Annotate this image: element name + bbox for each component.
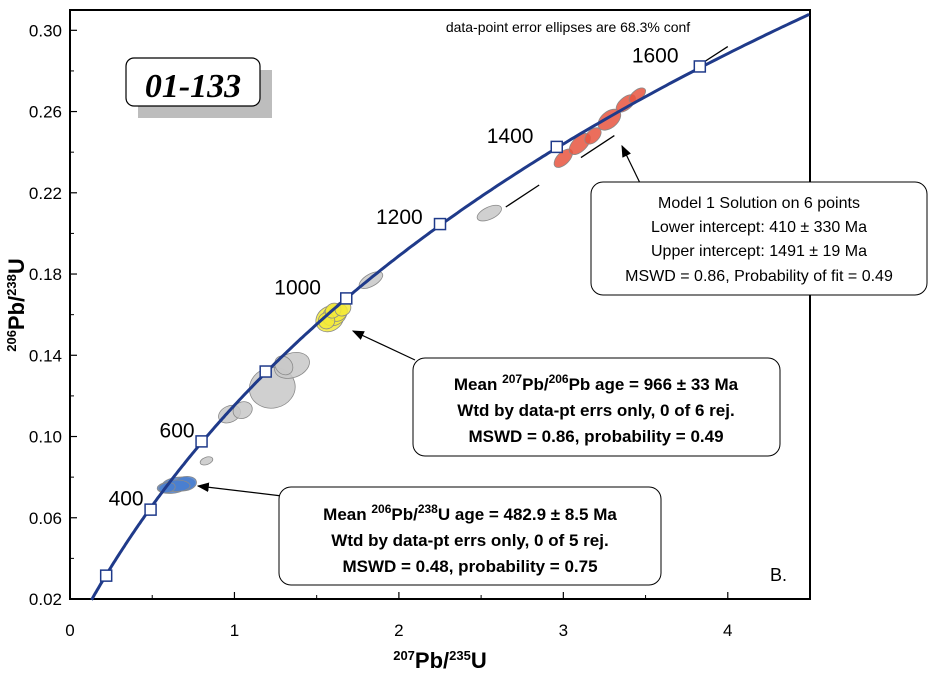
- mean206-line-3: MSWD = 0.48, probability = 0.75: [342, 557, 597, 576]
- x-tick-label: 3: [559, 621, 568, 640]
- confidence-note: data-point error ellipses are 68.3% conf: [446, 19, 690, 35]
- mean207-line-3: MSWD = 0.86, probability = 0.49: [468, 427, 723, 446]
- mean206-line-2: Wtd by data-pt errs only, 0 of 5 rej.: [331, 531, 608, 550]
- y-tick-label: 0.14: [29, 346, 62, 365]
- y-tick-label: 0.30: [29, 21, 62, 40]
- mean207-box: Mean 207Pb/206Pb age = 966 ± 33 Ma Wtd b…: [412, 357, 781, 457]
- mean206-line-1: Mean 206Pb/238U age = 482.9 ± 8.5 Ma: [323, 502, 617, 524]
- age-label: 1600: [632, 44, 679, 67]
- age-label: 600: [160, 419, 195, 442]
- age-marker: [195, 435, 208, 448]
- discordia-line: [505, 107, 656, 208]
- age-marker: [433, 217, 447, 231]
- y-tick-label: 0.22: [29, 184, 62, 203]
- mean206-box: Mean 206Pb/238U age = 482.9 ± 8.5 Ma Wtd…: [278, 486, 662, 586]
- model-solution-box: Model 1 Solution on 6 points Lower inter…: [590, 181, 928, 296]
- y-tick-label: 0.26: [29, 103, 62, 122]
- age-marker: [550, 140, 564, 154]
- mean206-arrow: [196, 482, 283, 497]
- model-line-4: MSWD = 0.86, Probability of fit = 0.49: [625, 268, 893, 285]
- error-ellipse-grey: [232, 401, 253, 419]
- y-tick-label: 0.02: [29, 590, 62, 609]
- age-label: 400: [109, 488, 144, 511]
- model-arrow: [621, 144, 641, 184]
- error-ellipse-grey: [476, 204, 502, 222]
- model-line-3: Upper intercept: 1491 ± 19 Ma: [651, 243, 867, 260]
- age-marker: [693, 60, 707, 73]
- model-line-2: Lower intercept: 410 ± 330 Ma: [651, 219, 867, 236]
- plot-frame: [69, 9, 811, 600]
- x-axis-title: 207Pb/235U: [393, 648, 487, 673]
- error-ellipse-grey: [358, 271, 384, 289]
- x-tick-label: 1: [230, 621, 239, 640]
- age-marker: [99, 569, 113, 582]
- y-tick-label: 0.10: [29, 428, 62, 447]
- age-marker: [340, 292, 353, 305]
- mean207-arrow: [351, 330, 416, 361]
- mean207-line-1: Mean 207Pb/206Pb age = 966 ± 33 Ma: [454, 372, 739, 394]
- x-tick-label: 2: [394, 621, 403, 640]
- y-tick-label: 0.06: [29, 509, 62, 528]
- age-label: 1200: [376, 206, 423, 229]
- y-tick-label: 0.18: [29, 265, 62, 284]
- model-line-1: Model 1 Solution on 6 points: [658, 195, 860, 212]
- age-marker: [144, 503, 157, 516]
- x-tick-label: 0: [65, 621, 74, 640]
- y-axis-title: 206Pb/238U: [4, 258, 29, 352]
- error-ellipse-grey: [199, 456, 214, 466]
- age-label: 1400: [487, 125, 534, 148]
- x-tick-label: 4: [723, 621, 732, 640]
- age-marker: [259, 365, 272, 378]
- age-label: 1000: [274, 276, 321, 299]
- sample-label: 01-133: [145, 68, 241, 105]
- mean207-line-2: Wtd by data-pt errs only, 0 of 6 rej.: [457, 401, 734, 420]
- sample-label-box: [125, 57, 261, 107]
- panel-label: B.: [770, 565, 787, 585]
